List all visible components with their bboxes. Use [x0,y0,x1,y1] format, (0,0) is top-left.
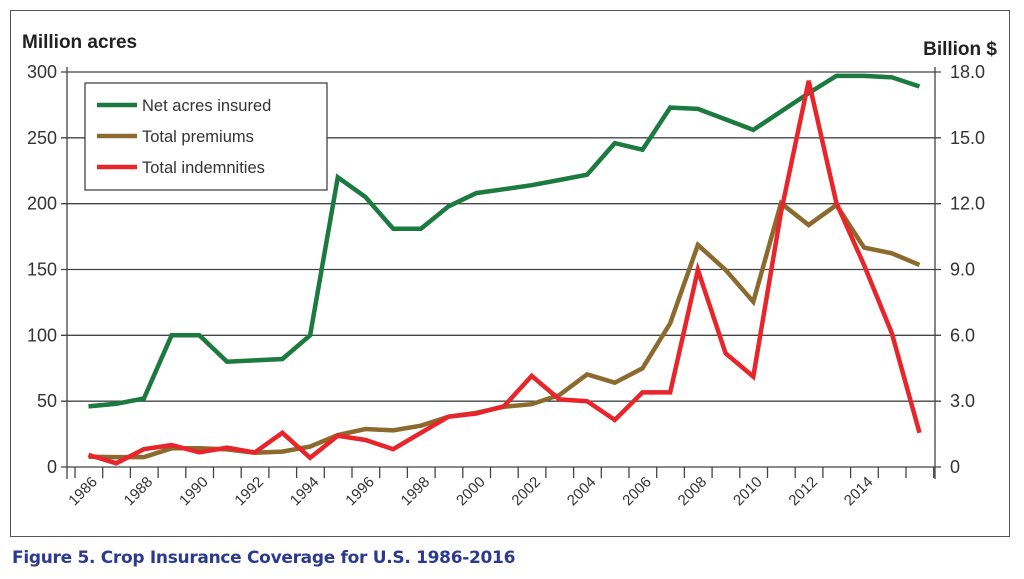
x-tick-label: 1994 [287,474,323,510]
x-tick-label: 2006 [619,474,655,510]
y-left-tick-label: 100 [27,325,57,345]
y-right-tick-label: 12.0 [950,194,985,214]
y-left-label: Million acres [22,32,137,53]
legend-label-1: Total premiums [142,128,254,146]
x-tick-label: 1986 [65,474,101,510]
legend-label-2: Total indemnities [142,159,265,177]
series-line-0 [88,73,921,409]
y-right-label: Billion $ [923,39,997,60]
legend-label-0: Net acres insured [142,97,271,115]
y-left-tick-label: 0 [47,457,57,477]
legend: Net acres insured Total premiums Total ind… [84,82,328,191]
axes: 0 50 100 150 200 250 300 0 3.0 6.0 9.0 12.0 15.0 18.0… [27,62,985,509]
y-right-tick-label: 18.0 [950,62,985,82]
y-left-tick-label: 250 [27,128,57,148]
x-tick-label: 2002 [508,474,544,510]
y-right-tick-label: 9.0 [950,260,975,280]
x-tick-label: 2010 [730,474,766,510]
y-left-tick-label: 150 [27,260,57,280]
series-line-1 [88,199,921,460]
x-tick-label: 1998 [398,474,434,510]
y-right-tick-label: 15.0 [950,128,985,148]
x-tick-label: 2012 [785,474,821,510]
x-tick-label: 1990 [176,474,212,510]
y-left-tick-label: 300 [27,62,57,82]
series-lines [87,73,922,466]
y-left-tick-label: 200 [27,194,57,214]
y-left-tick-label: 50 [37,391,57,411]
chart-frame [10,10,1010,537]
x-tick-label: 1988 [121,474,157,510]
series-line-2 [87,80,922,466]
y-right-tick-label: 3.0 [950,391,975,411]
x-tick-label: 2008 [675,474,711,510]
figure-caption: Figure 5. Crop Insurance Coverage for U.… [12,548,516,568]
x-tick-label: 1996 [342,474,378,510]
y-right-tick-label: 6.0 [950,325,975,345]
x-tick-label: 2004 [564,474,600,510]
x-tick-label: 2000 [453,474,489,510]
y-right-tick-label: 0 [950,457,960,477]
x-tick-label: 1992 [231,474,267,510]
x-tick-label: 2014 [841,474,877,510]
